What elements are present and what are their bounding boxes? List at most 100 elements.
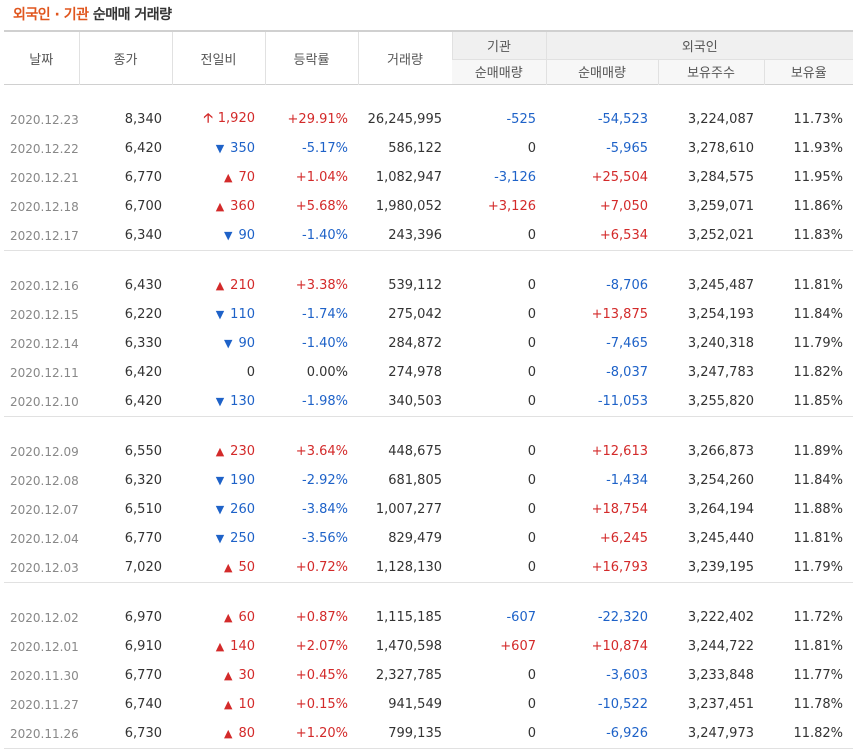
change-value: 250 bbox=[230, 531, 255, 546]
title-foreign-institution: 외국인 · 기관 bbox=[13, 7, 89, 23]
cell-change: ▲ 70 bbox=[172, 163, 265, 192]
cell-foreign-ratio: 11.84% bbox=[793, 473, 844, 488]
table-row: 2020.12.22 6,420 ▼ 350 -5.17% 586,122 0 -5,965 3… bbox=[4, 134, 853, 163]
upper-limit-arrow-icon: 🡡 bbox=[203, 110, 213, 126]
cell-institution-net: -3,126 bbox=[494, 170, 536, 185]
up-triangle-icon: ▲ bbox=[215, 279, 225, 292]
cell-foreign-holdings: 3,247,783 bbox=[687, 365, 754, 380]
cell-close: 6,910 bbox=[124, 639, 162, 654]
group-spacer bbox=[4, 85, 853, 106]
table-row: 2020.11.30 6,770 ▲ 30 +0.45% 2,327,785 0 -3,603… bbox=[4, 661, 853, 690]
cell-volume: 539,112 bbox=[388, 278, 442, 293]
cell-close: 6,730 bbox=[124, 726, 162, 741]
cell-foreign-ratio: 11.85% bbox=[793, 394, 844, 409]
cell-foreign-holdings: 3,254,260 bbox=[687, 473, 754, 488]
cell-volume: 243,396 bbox=[388, 228, 442, 243]
cell-date: 2020.12.21 bbox=[10, 170, 79, 185]
cell-foreign-holdings: 3,239,195 bbox=[687, 560, 754, 575]
cell-date: 2020.12.08 bbox=[10, 473, 79, 488]
group-spacer bbox=[4, 583, 853, 603]
cell-foreign-holdings: 3,255,820 bbox=[687, 394, 754, 409]
cell-close: 6,510 bbox=[124, 502, 162, 517]
change-value: 110 bbox=[230, 307, 255, 322]
cell-institution-net: +607 bbox=[500, 639, 536, 654]
cell-date: 2020.12.14 bbox=[10, 336, 79, 351]
cell-foreign-holdings: 3,233,848 bbox=[687, 668, 754, 683]
cell-foreign-ratio: 11.79% bbox=[793, 560, 844, 575]
cell-close: 6,320 bbox=[124, 473, 162, 488]
cell-institution-net: -607 bbox=[506, 610, 536, 625]
header-date: 날짜 bbox=[29, 52, 54, 68]
header-rate: 등락률 bbox=[264, 31, 358, 85]
cell-rate: 0.00% bbox=[306, 365, 348, 380]
cell-foreign-holdings: 3,264,194 bbox=[687, 502, 754, 517]
cell-foreign-ratio: 11.95% bbox=[793, 170, 844, 185]
cell-volume: 1,082,947 bbox=[375, 170, 442, 185]
change-value: 1,920 bbox=[217, 110, 255, 126]
cell-volume: 941,549 bbox=[388, 697, 442, 712]
cell-foreign-holdings: 3,237,451 bbox=[687, 697, 754, 712]
cell-close: 6,420 bbox=[124, 141, 162, 156]
up-triangle-icon: ▲ bbox=[223, 698, 233, 711]
cell-foreign-ratio: 11.89% bbox=[793, 444, 844, 459]
table-row: 2020.12.09 6,550 ▲ 230 +3.64% 448,675 0 +12,613… bbox=[4, 437, 853, 466]
cell-volume: 829,479 bbox=[388, 531, 442, 546]
cell-rate: -2.92% bbox=[302, 473, 348, 488]
cell-rate: +1.20% bbox=[295, 726, 348, 741]
header-foreign-ratio: 보유율 bbox=[763, 58, 854, 85]
header-change: 전일비 bbox=[171, 31, 265, 85]
table-row: 2020.11.26 6,730 ▲ 80 +1.20% 799,135 0 -6,926 3,… bbox=[4, 719, 853, 749]
cell-volume: 1,115,185 bbox=[375, 610, 442, 625]
cell-date: 2020.12.17 bbox=[10, 228, 79, 243]
cell-volume: 586,122 bbox=[388, 141, 442, 156]
group-separator bbox=[4, 582, 854, 583]
header-institution-net: 순매매량 bbox=[452, 58, 546, 85]
table-row: 2020.12.14 6,330 ▼ 90 -1.40% 284,872 0 -7,465 3,… bbox=[4, 329, 853, 358]
table-body: 2020.12.23 8,340 🡡 1,920 +29.91% 26,245,995 -5… bbox=[4, 85, 854, 749]
cell-close: 6,430 bbox=[124, 278, 162, 293]
up-triangle-icon: ▲ bbox=[223, 727, 233, 740]
cell-foreign-net: -10,522 bbox=[597, 697, 648, 712]
change-value: 360 bbox=[230, 199, 255, 214]
cell-foreign-ratio: 11.82% bbox=[793, 726, 844, 741]
cell-change: ▼ 90 bbox=[172, 221, 265, 251]
cell-change: ▲ 10 bbox=[172, 690, 265, 719]
cell-date: 2020.12.23 bbox=[10, 112, 79, 127]
cell-volume: 448,675 bbox=[388, 444, 442, 459]
cell-change: ▼ 350 bbox=[172, 134, 265, 163]
change-value: 230 bbox=[230, 444, 255, 459]
cell-close: 6,550 bbox=[124, 444, 162, 459]
cell-foreign-net: +16,793 bbox=[591, 560, 648, 575]
cell-rate: -1.74% bbox=[302, 307, 348, 322]
cell-foreign-net: +25,504 bbox=[591, 170, 648, 185]
cell-volume: 799,135 bbox=[388, 726, 442, 741]
table-row: 2020.12.16 6,430 ▲ 210 +3.38% 539,112 0 -8,706 3… bbox=[4, 271, 853, 300]
table-row: 2020.12.17 6,340 ▼ 90 -1.40% 243,396 0 +6,534 3,… bbox=[4, 221, 853, 251]
down-triangle-icon: ▼ bbox=[215, 503, 225, 516]
cell-close: 8,340 bbox=[124, 112, 162, 127]
cell-institution-net: 0 bbox=[527, 307, 536, 322]
change-value: 0 bbox=[246, 365, 255, 380]
cell-change: ▼ 250 bbox=[172, 524, 265, 553]
cell-close: 6,770 bbox=[124, 170, 162, 185]
cell-date: 2020.12.16 bbox=[10, 278, 79, 293]
cell-change: ▼ 190 bbox=[172, 466, 265, 495]
cell-change: ▲ 360 bbox=[172, 192, 265, 221]
cell-foreign-ratio: 11.93% bbox=[793, 141, 844, 156]
cell-close: 6,330 bbox=[124, 336, 162, 351]
cell-institution-net: 0 bbox=[527, 444, 536, 459]
down-triangle-icon: ▼ bbox=[215, 395, 225, 408]
page-title: 외국인 · 기관 순매매 거래량 bbox=[13, 4, 172, 24]
header-close: 종가 bbox=[78, 31, 172, 85]
change-value: 350 bbox=[230, 141, 255, 156]
cell-change: ▲ 50 bbox=[172, 553, 265, 583]
change-value: 210 bbox=[230, 278, 255, 293]
cell-change: ▼ 110 bbox=[172, 300, 265, 329]
cell-change: ▲ 210 bbox=[172, 271, 265, 300]
cell-change: ▼ 130 bbox=[172, 387, 265, 417]
cell-date: 2020.12.01 bbox=[10, 639, 79, 654]
cell-foreign-holdings: 3,259,071 bbox=[687, 199, 754, 214]
down-triangle-icon: ▼ bbox=[215, 474, 225, 487]
trading-table: 날짜 종가 전일비 등락률 거래량 기관 외국인 순매매량 순매매량 보유주수 … bbox=[4, 30, 854, 749]
cell-date: 2020.12.07 bbox=[10, 502, 79, 517]
